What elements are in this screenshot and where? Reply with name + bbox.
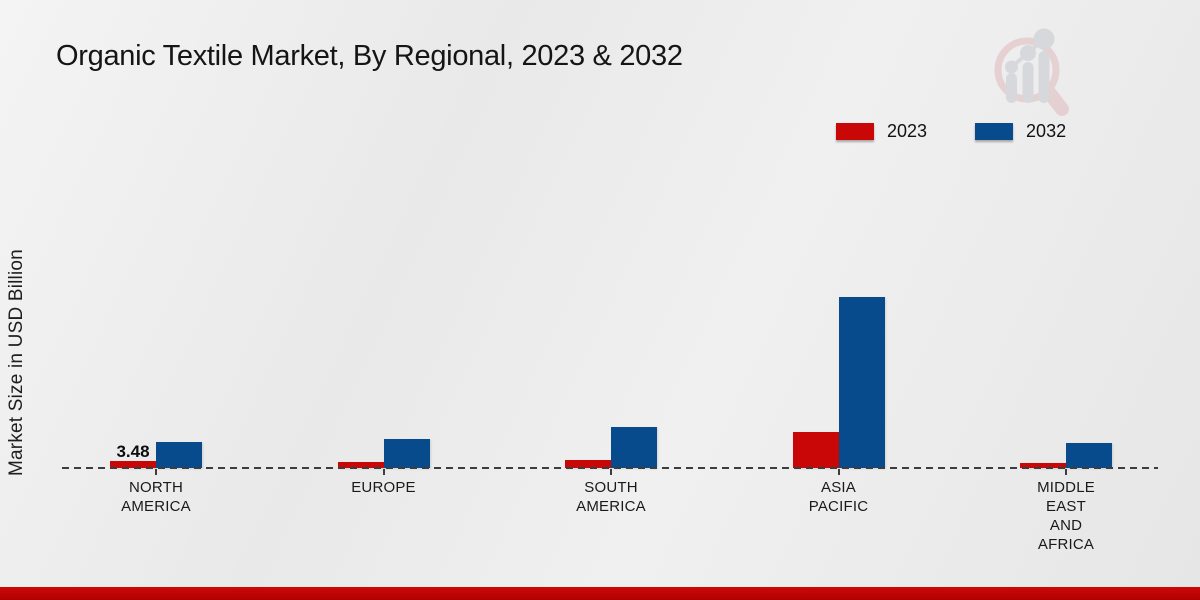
legend-label-2023: 2023 — [887, 121, 928, 141]
bar-2023-asia-pacific — [792, 432, 839, 468]
bar-2023-europe — [337, 462, 384, 468]
magnifier-bar-chart-logo-icon — [994, 28, 1069, 116]
x-axis-tick-middle-east-and-africa — [1065, 469, 1067, 475]
bar-2032-south-america — [611, 427, 657, 468]
category-label-line: MIDDLE — [1037, 479, 1095, 496]
category-label-south-america: SOUTH AMERICA — [541, 478, 681, 516]
bar-2023-south-america — [565, 460, 611, 468]
data-label-2023-value: 3.48 — [116, 442, 150, 461]
category-label-line: EAST — [1046, 498, 1086, 515]
category-label-north-america: NORTH AMERICA — [86, 478, 226, 516]
category-label-line: AND — [1049, 517, 1083, 534]
category-label-asia-pacific: ASIA PACIFIC — [769, 478, 909, 516]
category-label-middle-east-and-africa: MIDDLE EAST AND AFRICA — [996, 478, 1136, 554]
legend-swatch-2023 — [836, 123, 874, 140]
category-label-line: EUROPE — [351, 479, 416, 496]
x-axis-tick-south-america — [610, 469, 612, 475]
bar-2032-north-america — [156, 442, 202, 468]
category-label-line: SOUTH — [584, 479, 638, 496]
bar-2032-asia-pacific — [838, 297, 885, 468]
x-axis-baseline — [62, 467, 1158, 469]
bar-2023-north-america — [110, 461, 156, 468]
legend-swatch-2032 — [975, 123, 1014, 140]
category-label-line: AMERICA — [121, 498, 191, 515]
category-label-line: PACIFIC — [808, 498, 869, 515]
footer-accent-bar — [0, 587, 1200, 600]
x-axis-tick-asia-pacific — [837, 469, 840, 475]
category-label-line: NORTH — [128, 479, 184, 496]
y-axis-label: Market Size in USD Billion — [6, 249, 27, 477]
category-label-line: ASIA — [821, 479, 856, 496]
category-label-europe: EUROPE — [314, 478, 454, 497]
category-label-line: AMERICA — [576, 498, 646, 515]
category-label-line: AFRICA — [1037, 536, 1095, 553]
legend-item-2023: 2023 — [836, 121, 927, 142]
bar-2032-europe — [383, 439, 430, 468]
legend-label-2032: 2032 — [1026, 121, 1067, 141]
chart-legend: 2023 2032 — [836, 121, 1066, 142]
legend-item-2032: 2032 — [975, 121, 1066, 142]
bar-2023-middle-east-and-africa — [1020, 463, 1066, 468]
bar-2032-middle-east-and-africa — [1066, 443, 1112, 468]
chart-title: Organic Textile Market, By Regional, 202… — [56, 40, 683, 72]
x-axis-tick-europe — [382, 469, 385, 475]
x-axis-tick-north-america — [155, 469, 157, 475]
